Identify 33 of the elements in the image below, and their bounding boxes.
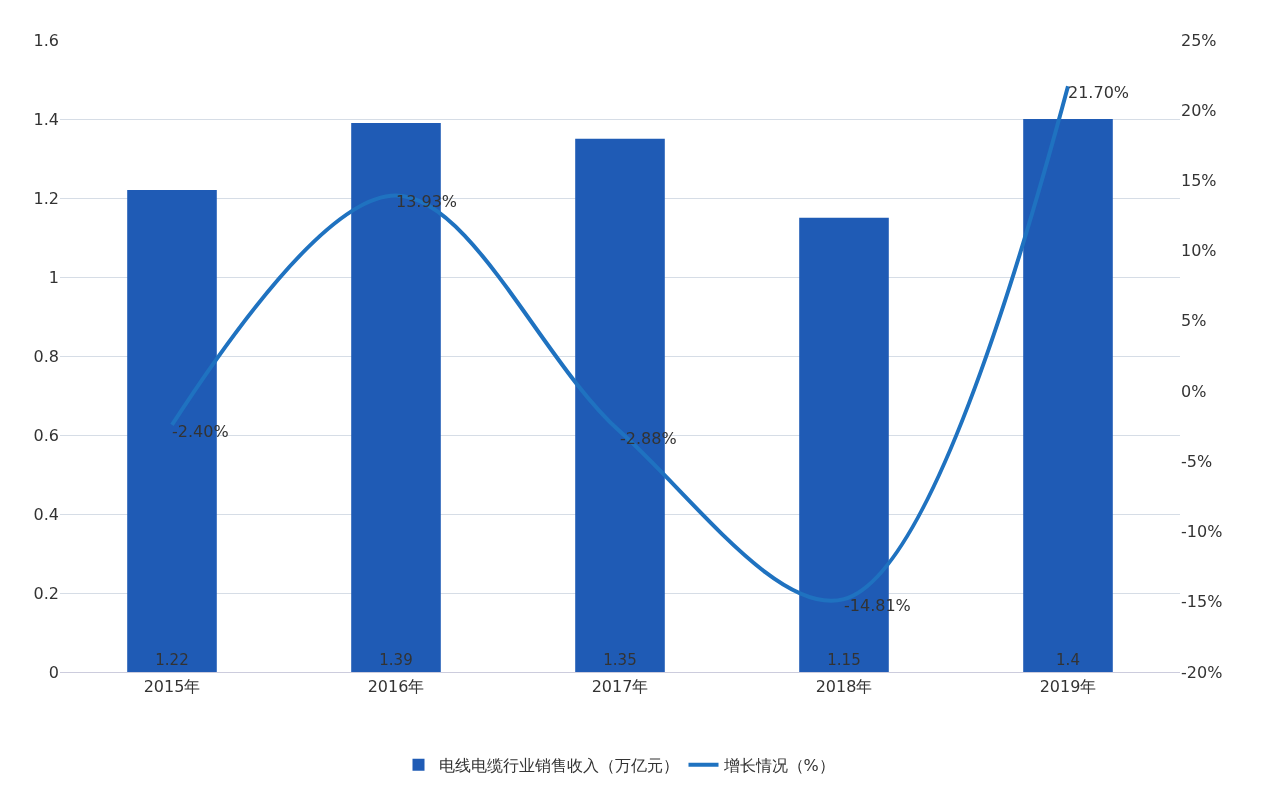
y2-tick-label: -5% — [1181, 451, 1213, 471]
data-label: 21.70% — [1068, 83, 1130, 103]
y2-tick-label: 15% — [1181, 171, 1217, 191]
y2-tick-label: 0% — [1181, 381, 1207, 401]
y2-tick-label: -20% — [1181, 662, 1223, 682]
x-tick-label: 2015年 — [143, 677, 201, 697]
y-tick-label: 1.4 — [33, 109, 59, 129]
y-tick-label: 0.4 — [33, 504, 59, 524]
legend-label: 电线电缆行业销售收入（万亿元） — [438, 755, 679, 775]
data-label: 1.15 — [827, 651, 861, 669]
y-tick-label: 1 — [48, 267, 59, 287]
y2-tick-label: 10% — [1181, 241, 1217, 261]
x-tick-label: 2018年 — [815, 677, 873, 697]
x-tick-label: 2016年 — [367, 677, 425, 697]
x-tick-label: 2019年 — [1039, 677, 1097, 697]
y2-tick-label: 20% — [1181, 100, 1217, 120]
y-tick-label: 0 — [48, 662, 59, 682]
legend-label: 增长情况（%） — [722, 755, 835, 775]
data-label: 1.22 — [155, 651, 189, 669]
bar — [1023, 119, 1113, 672]
y-tick-label: 0.8 — [33, 346, 59, 366]
x-tick-label: 2017年 — [591, 677, 649, 697]
data-label: 1.4 — [1056, 651, 1080, 669]
y2-tick-label: -15% — [1181, 592, 1223, 612]
y2-tick-label: 25% — [1181, 30, 1217, 50]
y2-tick-label: -10% — [1181, 522, 1223, 542]
y-tick-label: 1.6 — [33, 30, 59, 50]
y-tick-label: 0.6 — [33, 425, 59, 445]
y-tick-label: 1.2 — [33, 188, 59, 208]
data-label: 1.39 — [379, 651, 413, 669]
data-label: 1.35 — [603, 651, 637, 669]
y2-tick-label: 5% — [1181, 311, 1207, 331]
y-tick-label: 0.2 — [33, 583, 59, 603]
